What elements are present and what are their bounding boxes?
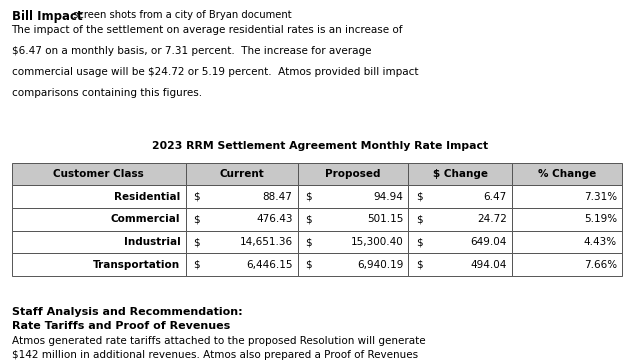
Text: $: $ bbox=[193, 260, 200, 270]
FancyBboxPatch shape bbox=[512, 253, 622, 276]
Text: Transportation: Transportation bbox=[93, 260, 180, 270]
Text: $: $ bbox=[305, 237, 312, 247]
Text: Proposed: Proposed bbox=[325, 169, 381, 179]
Text: 501.15: 501.15 bbox=[367, 215, 403, 224]
Text: 6,940.19: 6,940.19 bbox=[357, 260, 403, 270]
Text: Customer Class: Customer Class bbox=[53, 169, 144, 179]
Text: 2023 RRM Settlement Agreement Monthly Rate Impact: 2023 RRM Settlement Agreement Monthly Ra… bbox=[152, 141, 488, 152]
FancyBboxPatch shape bbox=[186, 163, 298, 185]
FancyBboxPatch shape bbox=[298, 208, 408, 231]
Text: 494.04: 494.04 bbox=[470, 260, 507, 270]
Text: 6.47: 6.47 bbox=[484, 192, 507, 202]
FancyBboxPatch shape bbox=[408, 208, 512, 231]
Text: % Change: % Change bbox=[538, 169, 596, 179]
FancyBboxPatch shape bbox=[408, 253, 512, 276]
FancyBboxPatch shape bbox=[298, 163, 408, 185]
Text: 24.72: 24.72 bbox=[477, 215, 507, 224]
Text: Current: Current bbox=[220, 169, 264, 179]
Text: Staff Analysis and Recommendation:: Staff Analysis and Recommendation: bbox=[12, 307, 242, 317]
FancyBboxPatch shape bbox=[12, 185, 186, 208]
Text: comparisons containing this figures.: comparisons containing this figures. bbox=[12, 88, 202, 98]
Text: 88.47: 88.47 bbox=[262, 192, 292, 202]
Text: 649.04: 649.04 bbox=[470, 237, 507, 247]
FancyBboxPatch shape bbox=[12, 253, 186, 276]
FancyBboxPatch shape bbox=[512, 185, 622, 208]
Text: screen shots from a city of Bryan document: screen shots from a city of Bryan docume… bbox=[70, 10, 292, 20]
Text: 7.31%: 7.31% bbox=[584, 192, 617, 202]
FancyBboxPatch shape bbox=[12, 231, 186, 253]
Text: $: $ bbox=[305, 192, 312, 202]
Text: The impact of the settlement on average residential rates is an increase of: The impact of the settlement on average … bbox=[12, 25, 403, 35]
FancyBboxPatch shape bbox=[186, 208, 298, 231]
Text: 7.66%: 7.66% bbox=[584, 260, 617, 270]
Text: $: $ bbox=[193, 215, 200, 224]
Text: 15,300.40: 15,300.40 bbox=[351, 237, 403, 247]
Text: Commercial: Commercial bbox=[111, 215, 180, 224]
Text: $: $ bbox=[305, 215, 312, 224]
Text: Atmos generated rate tariffs attached to the proposed Resolution will generate: Atmos generated rate tariffs attached to… bbox=[12, 336, 425, 346]
FancyBboxPatch shape bbox=[512, 163, 622, 185]
Text: 476.43: 476.43 bbox=[256, 215, 292, 224]
Text: $: $ bbox=[193, 192, 200, 202]
FancyBboxPatch shape bbox=[512, 231, 622, 253]
Text: 6,446.15: 6,446.15 bbox=[246, 260, 292, 270]
Text: $6.47 on a monthly basis, or 7.31 percent.  The increase for average: $6.47 on a monthly basis, or 7.31 percen… bbox=[12, 46, 371, 56]
Text: $: $ bbox=[305, 260, 312, 270]
FancyBboxPatch shape bbox=[186, 253, 298, 276]
Text: $: $ bbox=[416, 192, 422, 202]
FancyBboxPatch shape bbox=[408, 185, 512, 208]
Text: 4.43%: 4.43% bbox=[584, 237, 617, 247]
FancyBboxPatch shape bbox=[408, 163, 512, 185]
FancyBboxPatch shape bbox=[186, 231, 298, 253]
Text: Residential: Residential bbox=[114, 192, 180, 202]
FancyBboxPatch shape bbox=[186, 185, 298, 208]
Text: $142 million in additional revenues. Atmos also prepared a Proof of Revenues: $142 million in additional revenues. Atm… bbox=[12, 350, 418, 360]
Text: 94.94: 94.94 bbox=[373, 192, 403, 202]
Text: $: $ bbox=[416, 260, 422, 270]
FancyBboxPatch shape bbox=[408, 231, 512, 253]
FancyBboxPatch shape bbox=[12, 208, 186, 231]
FancyBboxPatch shape bbox=[298, 185, 408, 208]
Text: $: $ bbox=[193, 237, 200, 247]
Text: Rate Tariffs and Proof of Revenues: Rate Tariffs and Proof of Revenues bbox=[12, 321, 230, 332]
Text: $: $ bbox=[416, 215, 422, 224]
Text: $: $ bbox=[416, 237, 422, 247]
Text: commercial usage will be $24.72 or 5.19 percent.  Atmos provided bill impact: commercial usage will be $24.72 or 5.19 … bbox=[12, 67, 418, 77]
Text: Bill Impact: Bill Impact bbox=[12, 10, 82, 23]
Text: 5.19%: 5.19% bbox=[584, 215, 617, 224]
FancyBboxPatch shape bbox=[512, 208, 622, 231]
Text: $ Change: $ Change bbox=[433, 169, 488, 179]
FancyBboxPatch shape bbox=[12, 163, 186, 185]
Text: Industrial: Industrial bbox=[124, 237, 180, 247]
FancyBboxPatch shape bbox=[298, 253, 408, 276]
Text: 14,651.36: 14,651.36 bbox=[239, 237, 292, 247]
FancyBboxPatch shape bbox=[298, 231, 408, 253]
